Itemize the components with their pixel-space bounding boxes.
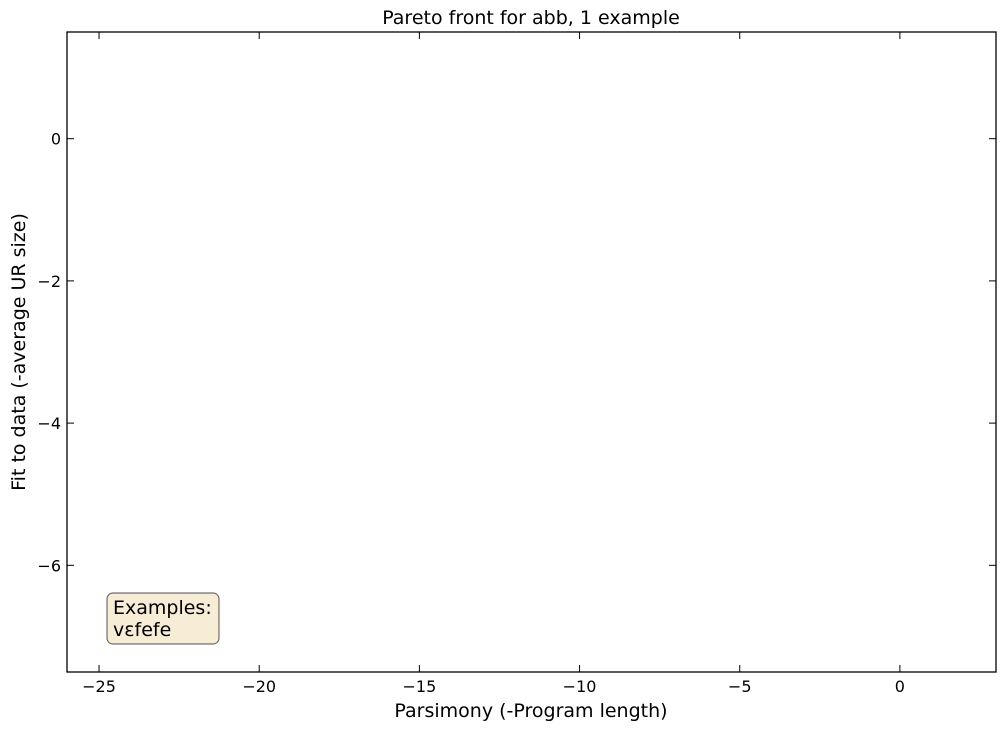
chart-title: Pareto front for abb, 1 example	[382, 7, 680, 29]
x-tick-label: −5	[728, 677, 752, 696]
x-tick-label: 0	[895, 677, 905, 696]
y-tick-label: −6	[37, 556, 61, 575]
annotation-line-2: vɛfefe	[113, 619, 171, 641]
y-tick-label: −4	[37, 414, 61, 433]
plot-frame	[66, 31, 997, 673]
x-tick-label: −25	[82, 677, 116, 696]
y-tick-label: −2	[37, 272, 61, 291]
x-tick-label: −10	[563, 677, 597, 696]
x-axis-label: Parsimony (-Program length)	[394, 700, 667, 722]
y-tick-label: 0	[51, 130, 61, 149]
x-tick-label: −15	[402, 677, 436, 696]
x-tick-label: −20	[242, 677, 276, 696]
x-axis-ticks: −25 −20 −15 −10 −5 0	[82, 32, 905, 696]
examples-annotation: Examples: vɛfefe	[106, 592, 220, 645]
y-axis-ticks: 0 −2 −4 −6	[37, 130, 996, 575]
y-axis-label: Fit to data (-average UR size)	[8, 213, 30, 491]
annotation-box-background	[106, 592, 220, 645]
annotation-line-1: Examples:	[113, 597, 212, 619]
